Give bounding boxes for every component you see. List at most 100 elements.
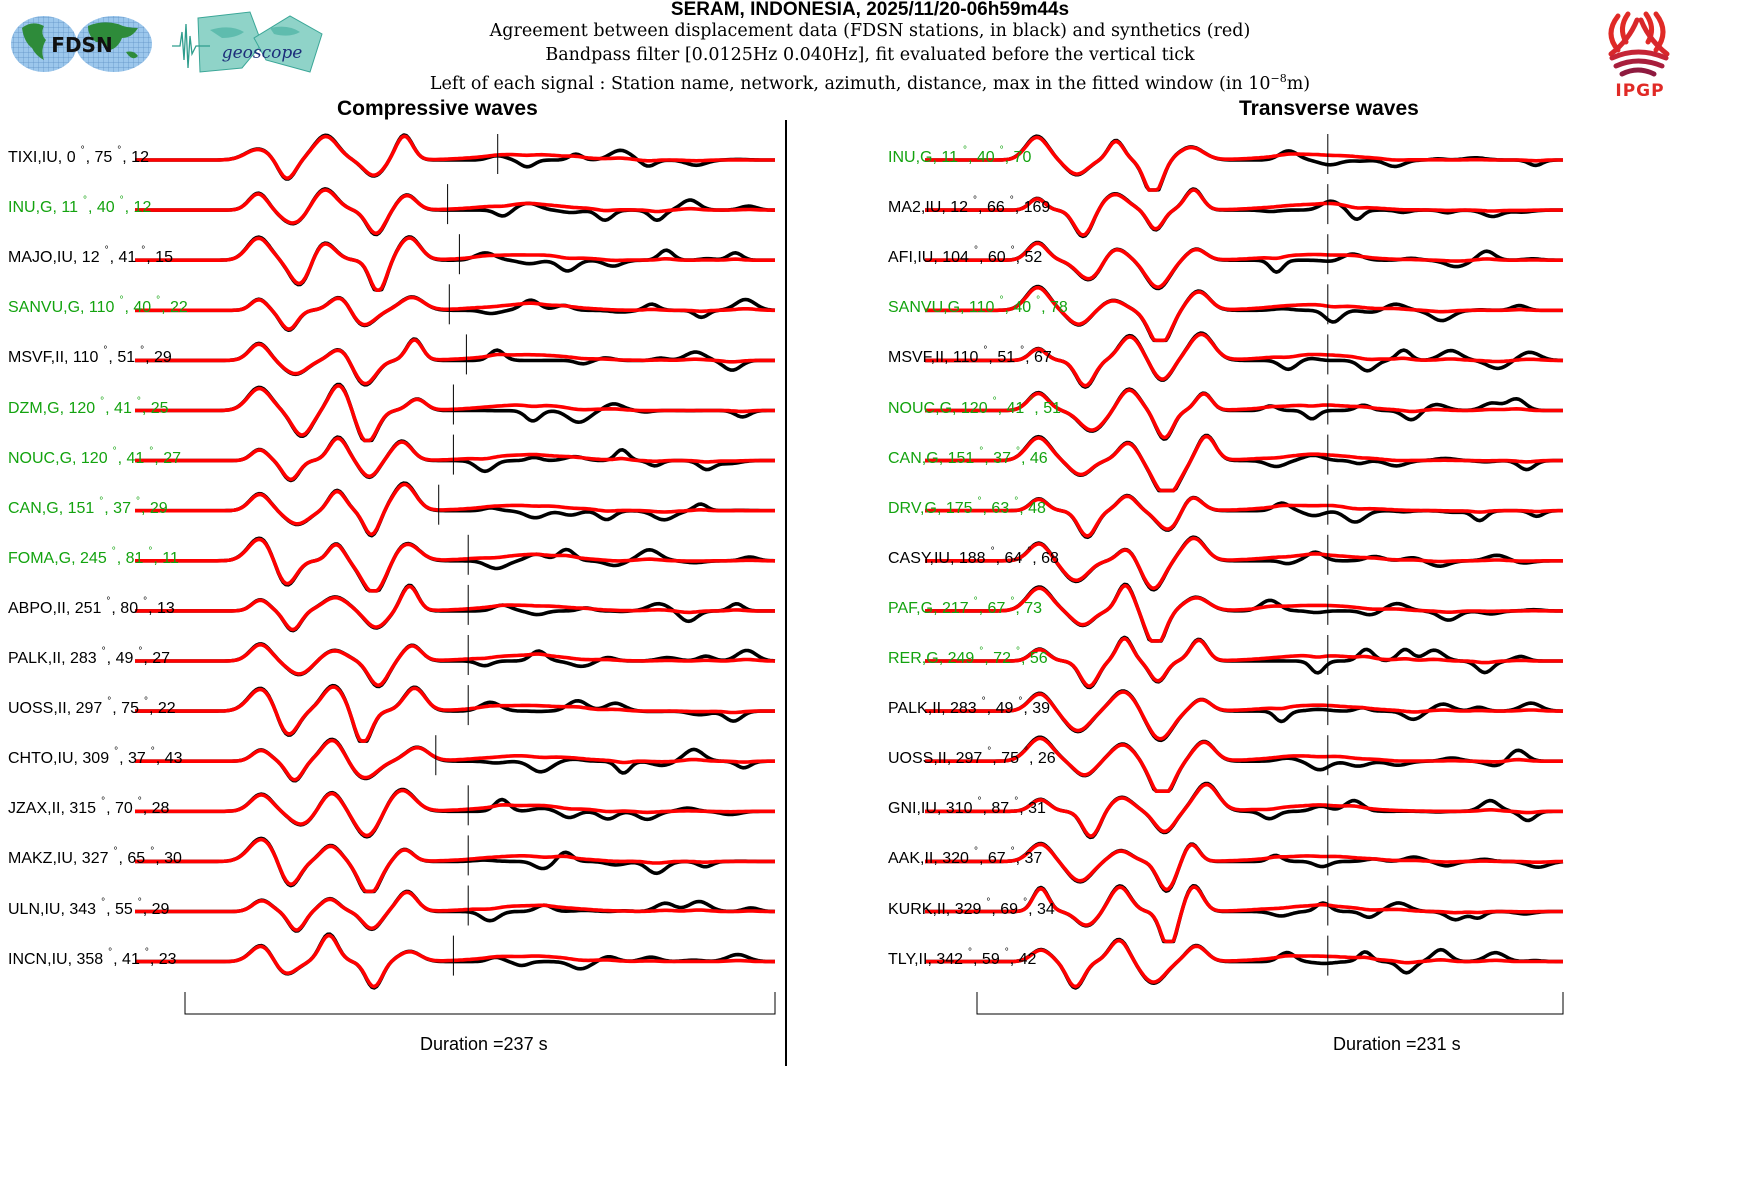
station-label: UOSS,II, 297 °, 75 °, 26 [888,746,1056,768]
synthetic-trace [135,134,775,180]
distance: 64 [1004,549,1023,567]
degree-symbol: ° [973,245,978,257]
azimuth: 217 [941,599,969,617]
distance: 37 [993,449,1011,467]
synthetic-trace [135,436,775,482]
station-name: RER [888,650,922,667]
max-amplitude: 26 [1037,750,1056,768]
network: IU [41,149,58,166]
station-label: GNI,IU, 310 °, 87 °, 31 [888,796,1046,818]
network: G [920,599,934,617]
degree-symbol: ° [962,145,967,156]
degree-symbol: ° [119,195,124,207]
station-name: DRV [888,499,921,517]
max-amplitude: 27 [152,650,171,667]
synthetic-trace [925,690,1563,741]
network: IU [933,549,950,567]
ipgp-logo-text: IPGP [1615,81,1664,100]
azimuth: 283 [69,650,97,667]
max-amplitude: 29 [149,499,168,517]
station-label: KURK,II, 329 °, 69 °, 34 [888,896,1055,918]
synthetic-trace [135,584,775,632]
station-label: DRV,G, 175 °, 63 °, 48 [888,495,1046,517]
max-amplitude: 23 [158,950,177,968]
degree-symbol: ° [1029,395,1034,407]
network: IU [57,750,74,768]
network: G [924,499,937,517]
max-amplitude: 51 [1043,399,1061,417]
station-label: ULN,IU, 343 °, 55 °, 29 [8,896,170,918]
station-name: MA2 [888,199,921,217]
data-trace [135,642,776,689]
station-label: PALK,II, 283 °, 49 °, 39 [888,696,1051,718]
distance: 55 [114,900,133,918]
distance: 41 [122,950,140,968]
max-amplitude: 68 [1041,549,1059,567]
station-label: PAF,G, 217 °, 67 °, 73 [888,595,1043,617]
degree-symbol: ° [119,295,124,307]
distance: 69 [1000,900,1019,918]
max-amplitude: 56 [1029,650,1048,667]
synthetic-trace [135,338,775,386]
degree-symbol: ° [1010,245,1015,257]
distance: 40 [133,299,152,317]
degree-symbol: ° [150,746,155,758]
station-label: SANVU,G, 110 °, 40 °, 22 [8,295,188,317]
degree-symbol: ° [1009,195,1014,207]
geoscope-logo-text: geoscope [222,43,303,63]
degree-symbol: ° [137,896,142,908]
subtitle-legend-prefix: Left of each signal : Station name, netw… [429,73,1271,94]
max-amplitude: 22 [170,299,188,317]
max-amplitude: 13 [156,599,175,617]
network: G [47,399,60,417]
degree-symbol: ° [135,495,140,507]
degree-symbol: ° [148,545,153,557]
station-label: TLY,II, 342 °, 59 °, 42 [888,946,1037,968]
azimuth: 12 [950,199,969,217]
duration-bracket [184,992,776,1015]
synthetic-trace [925,536,1563,591]
station-name: NOUC [888,399,936,417]
degree-symbol: ° [80,145,85,156]
degree-symbol: ° [973,846,978,858]
azimuth: 251 [74,599,102,617]
degree-symbol: ° [106,595,111,607]
station-label: UOSS,II, 297 °, 75 °, 22 [8,696,176,718]
max-amplitude: 29 [154,349,172,367]
degree-symbol: ° [1020,345,1025,357]
network: IU [51,950,68,968]
distance: 75 [1001,750,1019,768]
azimuth: 297 [75,700,103,718]
degree-symbol: ° [143,595,148,607]
distance: 80 [120,599,139,617]
azimuth: 120 [68,399,96,417]
distance: 49 [115,650,134,667]
distance: 37 [113,499,131,517]
degree-symbol: ° [999,295,1004,307]
degree-symbol: ° [137,796,142,808]
azimuth: 315 [69,800,97,818]
station-name: UOSS [8,700,54,718]
synthetic-trace [135,537,775,593]
synthetic-trace [925,241,1563,289]
synthetic-trace [925,938,1563,989]
azimuth: 245 [80,549,107,567]
max-amplitude: 70 [1013,149,1032,166]
data-trace [135,787,775,839]
max-amplitude: 73 [1024,599,1043,617]
degree-symbol: ° [1036,295,1041,307]
azimuth: 120 [960,399,988,417]
synthetic-trace [925,494,1563,538]
distance: 49 [995,700,1014,718]
degree-symbol: ° [101,896,106,908]
station-label: CAN,G, 151 °, 37 °, 46 [888,445,1048,467]
network: II [55,349,65,367]
azimuth: 249 [947,650,975,667]
transverse-title: Transverse waves [1239,97,1419,120]
distance: 65 [127,850,146,868]
degree-symbol: ° [101,646,106,657]
network: II [52,650,62,667]
degree-symbol: ° [977,796,982,808]
degree-symbol: ° [1010,595,1015,607]
